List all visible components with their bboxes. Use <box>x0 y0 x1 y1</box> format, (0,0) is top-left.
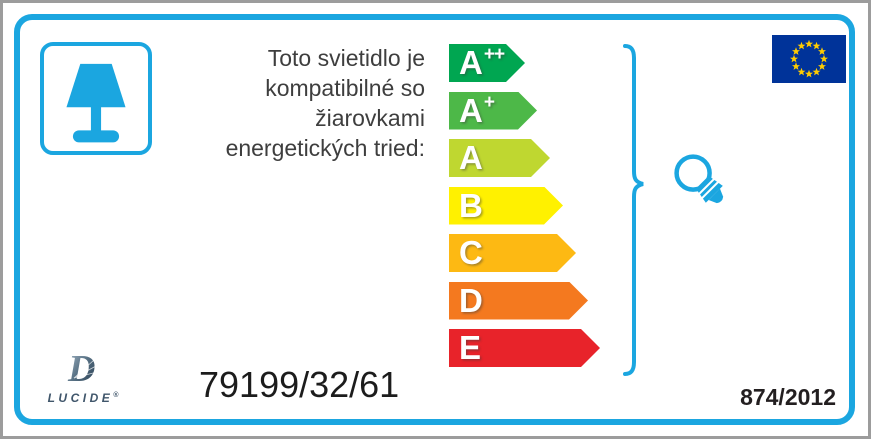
class-letter: C <box>459 234 483 271</box>
heading-line-4: energetických tried: <box>225 135 425 161</box>
compatibility-heading: Toto svietidlo je kompatibilné so žiarov… <box>103 43 425 163</box>
energy-class-d: D <box>449 282 588 320</box>
energy-class-b: B <box>449 187 563 225</box>
luminaire-pictogram-box <box>40 42 152 155</box>
regulation-number: 874/2012 <box>740 384 836 410</box>
eu-flag-icon <box>772 35 846 83</box>
brand-name: LUCIDE® <box>40 391 126 405</box>
class-letter: A <box>459 139 483 176</box>
energy-class-e: E <box>449 329 600 367</box>
product-code: 79199/32/61 <box>199 364 400 405</box>
heading-line-1: Toto svietidlo je <box>267 45 425 71</box>
light-bulb-icon <box>674 154 724 204</box>
energy-class-a-plus-plus: A ++ <box>449 44 525 82</box>
heading-line-3: žiarovkami <box>315 105 425 131</box>
class-superscript: ++ <box>483 44 505 65</box>
class-letter: B <box>459 186 483 224</box>
class-letter: D <box>459 281 483 319</box>
heading-line-2: kompatibilné so <box>265 75 425 101</box>
energy-class-a-plus: A + <box>449 92 537 130</box>
class-letter: A <box>459 44 483 81</box>
class-letter: E <box>459 329 482 366</box>
brand-emblem-icon: D <box>67 348 98 390</box>
table-lamp-icon <box>66 63 126 143</box>
brace-icon <box>623 44 644 376</box>
label-frame <box>14 14 855 425</box>
energy-class-scale: A ++ A + A B C D E <box>449 44 600 367</box>
class-letter: A <box>459 91 483 129</box>
energy-class-c: C <box>449 234 576 272</box>
registered-mark: ® <box>113 392 119 399</box>
energy-class-a: A <box>449 139 550 177</box>
brand-text: LUCIDE <box>47 391 114 405</box>
class-superscript: + <box>483 91 494 113</box>
brand-logo: D LUCIDE® <box>40 348 126 405</box>
